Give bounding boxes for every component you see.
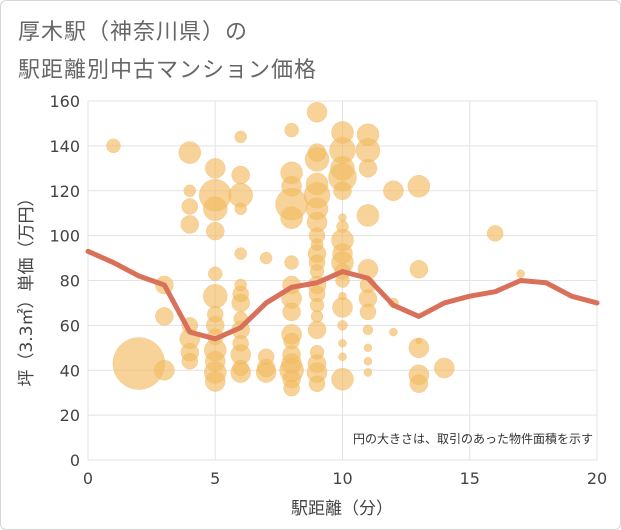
data-bubble bbox=[307, 143, 327, 162]
chart-title-line1: 厚木駅（神奈川県）の bbox=[18, 20, 249, 45]
data-bubble bbox=[332, 243, 353, 264]
y-tick-label: 140 bbox=[49, 137, 80, 156]
data-bubble bbox=[106, 138, 121, 154]
data-bubble bbox=[203, 196, 228, 221]
data-bubble bbox=[409, 260, 429, 279]
data-bubble bbox=[280, 206, 303, 229]
x-axis-ticks: 0 5 10 15 20 bbox=[83, 469, 607, 488]
bubble-size-note: 円の大きさは、取引のあった物件面積を示す bbox=[353, 431, 593, 446]
x-tick-label: 15 bbox=[460, 469, 480, 488]
data-bubble bbox=[257, 348, 275, 366]
data-bubble bbox=[331, 121, 354, 144]
data-bubble bbox=[356, 204, 380, 227]
y-tick-label: 160 bbox=[49, 92, 80, 111]
data-bubble bbox=[330, 156, 355, 181]
y-tick-label: 80 bbox=[60, 272, 80, 291]
data-bubble bbox=[337, 320, 348, 331]
data-bubble bbox=[338, 352, 347, 362]
data-bubble bbox=[281, 176, 302, 197]
data-bubble bbox=[356, 123, 380, 146]
data-bubble bbox=[338, 339, 347, 348]
data-bubble bbox=[259, 251, 273, 265]
data-bubble bbox=[181, 353, 199, 370]
data-bubble bbox=[205, 351, 226, 372]
data-bubble bbox=[205, 158, 226, 179]
data-bubble bbox=[415, 337, 423, 345]
data-bubble bbox=[208, 266, 223, 282]
data-bubble bbox=[232, 335, 249, 352]
data-bubble bbox=[310, 310, 324, 323]
y-tick-label: 120 bbox=[49, 182, 80, 201]
data-bubble bbox=[154, 360, 175, 381]
x-axis-title: 駅距離（分） bbox=[291, 499, 393, 519]
data-bubble bbox=[358, 159, 378, 178]
data-bubble bbox=[363, 357, 373, 366]
data-bubble bbox=[516, 269, 525, 279]
data-bubble bbox=[283, 332, 300, 350]
data-bubble bbox=[363, 343, 373, 353]
x-tick-label: 5 bbox=[210, 469, 220, 488]
data-bubble bbox=[408, 337, 430, 359]
data-bubble bbox=[306, 101, 328, 123]
data-bubble bbox=[206, 221, 225, 241]
data-bubble bbox=[180, 215, 200, 234]
data-bubble bbox=[234, 278, 247, 292]
data-bubble bbox=[486, 225, 504, 242]
data-bubble bbox=[283, 379, 300, 397]
data-bubble bbox=[409, 374, 429, 393]
y-tick-label: 40 bbox=[60, 361, 80, 380]
y-axis-title: 坪（3.3㎡）単価（万円） bbox=[17, 189, 37, 386]
data-bubble bbox=[178, 141, 202, 164]
data-bubble bbox=[333, 181, 352, 200]
data-bubble bbox=[282, 302, 301, 322]
data-bubble bbox=[331, 367, 354, 391]
data-bubble bbox=[338, 213, 347, 222]
data-bubble bbox=[232, 359, 249, 377]
average-price-line bbox=[85, 248, 600, 342]
data-bubble bbox=[231, 165, 250, 185]
data-bubble bbox=[284, 255, 299, 270]
data-bubble bbox=[309, 297, 325, 313]
y-tick-label: 100 bbox=[49, 227, 80, 246]
x-tick-label: 10 bbox=[332, 469, 352, 488]
data-bubble bbox=[309, 345, 325, 360]
data-bubble bbox=[234, 130, 247, 144]
data-bubble bbox=[207, 305, 224, 323]
chart-title-line2: 駅距離別中古マンション価格 bbox=[18, 58, 318, 83]
data-bubble bbox=[307, 320, 327, 340]
data-bubble bbox=[336, 220, 349, 233]
data-bubble bbox=[234, 247, 247, 260]
data-bubble bbox=[310, 238, 324, 251]
data-bubble bbox=[407, 175, 431, 198]
data-bubble bbox=[183, 184, 197, 197]
data-bubble bbox=[284, 122, 299, 138]
y-tick-label: 20 bbox=[60, 406, 80, 425]
data-bubble bbox=[234, 202, 247, 215]
y-axis-ticks: 0 20 40 60 80 100 120 140 160 bbox=[49, 92, 80, 470]
data-bubble bbox=[362, 324, 374, 336]
data-bubble bbox=[383, 180, 404, 201]
y-tick-label: 0 bbox=[70, 451, 80, 470]
x-tick-label: 20 bbox=[587, 469, 607, 488]
x-tick-label: 0 bbox=[83, 469, 93, 488]
data-bubble bbox=[155, 307, 174, 326]
data-bubble bbox=[338, 291, 347, 301]
data-bubble bbox=[203, 283, 228, 309]
data-bubble bbox=[363, 368, 373, 377]
data-bubble bbox=[308, 375, 326, 392]
y-tick-label: 60 bbox=[60, 316, 80, 335]
data-bubble bbox=[181, 198, 199, 215]
data-bubble bbox=[434, 357, 455, 379]
data-bubble bbox=[389, 327, 398, 337]
data-bubble bbox=[305, 172, 329, 196]
data-bubble bbox=[309, 264, 325, 279]
data-bubble bbox=[359, 303, 377, 321]
data-bubble bbox=[205, 371, 226, 392]
